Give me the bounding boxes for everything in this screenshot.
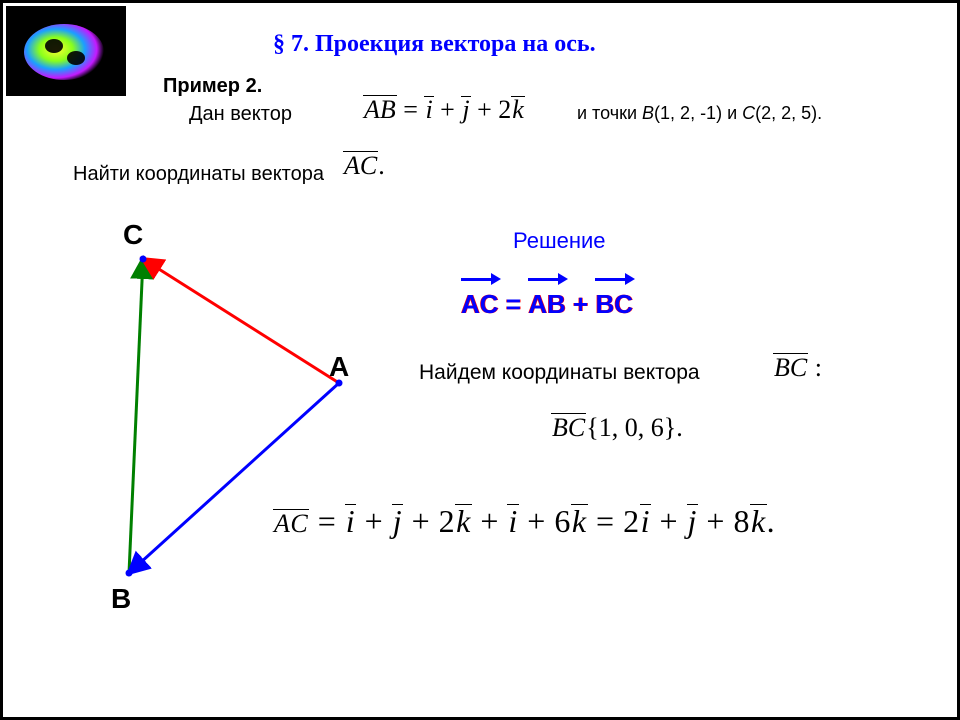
plus-sign: + — [573, 289, 588, 319]
solution-label: Решение — [513, 228, 606, 254]
vec-AB-sum: AB — [528, 275, 566, 320]
equals-sign: = — [506, 289, 521, 319]
point-C — [140, 256, 147, 263]
find-bc-vec: BC : — [773, 353, 822, 383]
find-bc-text: Найдем координаты вектора — [419, 361, 700, 385]
given-points: и точки B(1, 2, -1) и C(2, 2, 5). — [577, 103, 822, 124]
vec-AC: AC — [461, 275, 499, 320]
label-B: В — [111, 583, 131, 615]
vec-BC-sum: BC — [595, 275, 633, 320]
slide: { "title": "§ 7. Проекция вектора на ось… — [0, 0, 960, 720]
bc-val: {1, 0, 6}. — [586, 413, 682, 442]
vector-diagram — [3, 3, 403, 643]
point-B — [126, 570, 133, 577]
label-C: С — [123, 219, 143, 251]
vector-AC — [143, 259, 339, 383]
bc-name: BC — [551, 413, 586, 441]
label-A: А — [329, 351, 349, 383]
vector-BC — [129, 259, 143, 573]
vector-sum-equation: AC = AB + BC — [461, 275, 633, 320]
bc-coords: BC{1, 0, 6}. — [551, 413, 683, 443]
vector-AB — [129, 383, 339, 573]
